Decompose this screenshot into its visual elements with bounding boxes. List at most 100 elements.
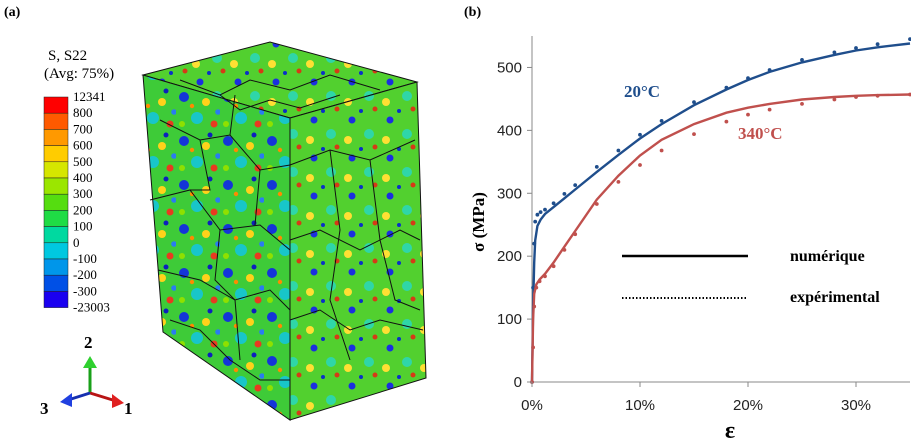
experimental-point: [532, 241, 537, 246]
experimental-point: [854, 46, 858, 50]
colorbar-swatch: [43, 145, 69, 163]
z-axis-arrow-icon: [60, 393, 72, 407]
numerical-curve-340c: [530, 93, 911, 383]
x-tick-label: 10%: [625, 397, 655, 414]
experimental-point: [875, 42, 880, 47]
experimental-point: [638, 132, 642, 137]
y-tick-label: 500: [497, 59, 522, 76]
numerical-curve-20c: [530, 42, 911, 383]
experimental-point: [616, 148, 621, 153]
x-axis-ticks: 0% 10% 20% 30%: [521, 382, 871, 414]
panel-a-label: (a): [4, 5, 21, 20]
triad-label-1: 1: [124, 399, 133, 418]
colorbar-swatches: [43, 96, 69, 308]
experimental-point: [538, 210, 543, 215]
colorbar-tick-label: 700: [73, 121, 93, 136]
experimental-point: [594, 202, 599, 206]
colorbar-swatch: [43, 274, 69, 292]
y-axis-arrow-icon: [83, 356, 97, 368]
experimental-point: [908, 37, 911, 41]
colorbar-tick-label: 800: [73, 105, 93, 120]
series-label-340c: 340°C: [738, 124, 783, 143]
experimental-point: [746, 112, 750, 117]
x-axis-arrow-icon: [112, 394, 124, 408]
experimental-point: [854, 95, 858, 99]
colorbar-swatch: [43, 177, 69, 195]
axis-triad: 2 3 1: [40, 333, 133, 418]
colorbar-tick-label: -23003: [73, 300, 110, 315]
experimental-point: [746, 76, 750, 80]
colorbar-title-line2: (Avg: 75%): [44, 66, 114, 82]
colorbar-tick-label: -300: [73, 283, 97, 298]
colorbar-swatch: [43, 291, 69, 308]
x-axis-title: ε: [725, 418, 735, 444]
experimental-point: [562, 248, 567, 252]
experimental-point: [551, 264, 556, 269]
experimental-point: [692, 100, 696, 104]
experimental-point: [616, 180, 621, 184]
colorbar-tick-label: 400: [73, 170, 93, 185]
x-tick-label: 0%: [521, 397, 543, 414]
cube-left-face: [142, 74, 291, 421]
colorbar-swatch: [43, 112, 69, 130]
experimental-point: [692, 132, 696, 137]
colorbar-tick-label: 300: [73, 186, 93, 201]
panel-b-stress-strain-chart: (b) 0 100 200 300 400 500 0% 10% 20% 30% σ (MPa)…: [464, 5, 911, 444]
experimental-point: [767, 68, 772, 72]
experimental-point: [638, 163, 642, 167]
experimental-point: [562, 192, 567, 196]
experimental-point: [537, 279, 542, 284]
colorbar-swatch: [43, 161, 69, 179]
colorbar-tick-label: 0: [73, 235, 80, 250]
colorbar-tick-label: 500: [73, 154, 93, 169]
experimental-point: [767, 107, 772, 112]
panel-b-label: (b): [464, 5, 481, 20]
experimental-point: [832, 50, 837, 55]
cube-right-face: [289, 81, 427, 421]
legend-numerique: numérique: [790, 248, 865, 265]
polycrystal-cube: [141, 41, 427, 421]
experimental-point: [573, 232, 578, 237]
x-tick-label: 20%: [733, 397, 763, 414]
experimental-point: [724, 85, 729, 90]
experimental-point: [659, 119, 664, 123]
colorbar-title-line1: S, S22: [48, 48, 87, 64]
colorbar-swatch: [43, 96, 69, 114]
triad-label-2: 2: [84, 333, 93, 352]
experimental-point: [800, 102, 804, 106]
experimental-point: [573, 183, 578, 188]
experimental-point: [533, 219, 538, 224]
colorbar-swatch: [43, 210, 69, 227]
experimental-point: [875, 93, 880, 98]
colorbar-tick-label: 12341: [73, 89, 106, 104]
experimental-point: [908, 92, 911, 97]
colorbar-tick-label: -100: [73, 251, 97, 266]
colorbar-tick-label: 200: [73, 202, 93, 217]
colorbar-tick-label: 100: [73, 219, 93, 234]
y-axis-ticks: 0 100 200 300 400 500: [497, 59, 532, 391]
experimental-point: [543, 274, 547, 279]
experimental-point: [551, 201, 556, 206]
grain-boundaries: [149, 74, 424, 381]
experimental-point: [543, 207, 547, 212]
series-label-20c: 20°C: [624, 82, 660, 101]
colorbar-swatch: [43, 242, 69, 260]
experimental-point: [534, 285, 539, 290]
experimental-point: [532, 304, 537, 309]
experimental-point: [800, 58, 804, 62]
experimental-point: [531, 285, 535, 290]
plot-area: [530, 36, 911, 384]
y-tick-label: 300: [497, 185, 522, 202]
colorbar-tick-label: -200: [73, 267, 97, 282]
y-tick-label: 200: [497, 248, 522, 265]
legend-experimental: expérimental: [790, 289, 880, 306]
y-axis-title: σ (MPa): [469, 192, 488, 252]
y-tick-label: 100: [497, 311, 522, 328]
experimental-point: [531, 345, 535, 350]
y-tick-label: 0: [514, 374, 522, 391]
colorbar-swatch: [43, 129, 69, 146]
experimental-points-340c: [530, 92, 911, 384]
colorbar-swatch: [43, 226, 69, 244]
